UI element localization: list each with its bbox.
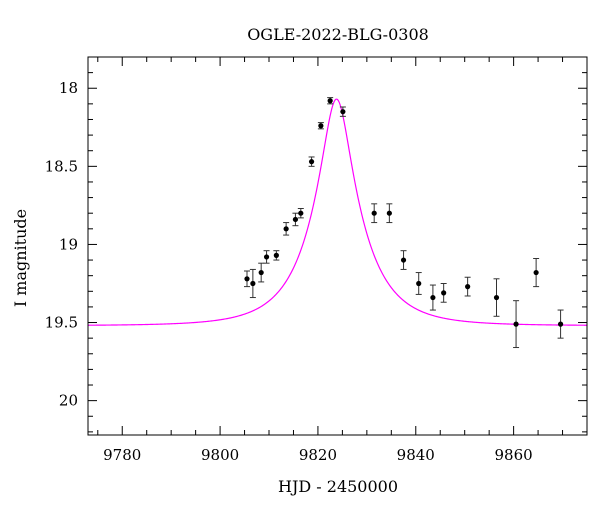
data-point (317, 122, 324, 130)
x-tick-label: 9860 (495, 446, 533, 464)
point-marker (400, 257, 407, 263)
x-tick-label: 9820 (299, 446, 337, 464)
point-marker (244, 276, 250, 282)
data-point (400, 250, 407, 270)
text-layer: OGLE-2022-BLG-0308 HJD - 2450000 I magni… (11, 25, 429, 496)
point-marker (533, 269, 539, 276)
point-marker (513, 321, 519, 327)
point-marker (493, 294, 500, 301)
axes-layer: 9780 9800 9820 9840 9860 18 18.5 19 19.5 20 (45, 56, 588, 464)
point-marker (298, 210, 304, 216)
point-marker (327, 98, 333, 104)
chart-title: OGLE-2022-BLG-0308 (247, 25, 429, 44)
data-point (297, 208, 304, 219)
x-tick-label: 9780 (103, 446, 141, 464)
y-tick-label: 19.5 (45, 314, 78, 332)
data-point (429, 284, 436, 311)
y-axis-title: I magnitude (11, 209, 30, 307)
point-marker (292, 216, 299, 223)
model-curve-line (88, 98, 588, 326)
point-marker (283, 226, 289, 232)
model-curve-layer (88, 98, 588, 326)
data-point (283, 222, 290, 236)
point-marker (557, 321, 564, 327)
data-point (292, 212, 299, 227)
y-tick-label: 20 (59, 392, 78, 410)
point-marker (441, 290, 447, 296)
point-marker (465, 284, 471, 290)
data-point (464, 276, 471, 297)
point-marker (416, 280, 422, 287)
data-point (327, 97, 334, 105)
data-point (440, 282, 447, 303)
point-marker (430, 294, 436, 301)
point-marker (258, 269, 264, 276)
data-point (243, 270, 250, 288)
data-point (557, 309, 564, 339)
data-point (513, 300, 520, 349)
point-marker (308, 159, 315, 165)
data-point (339, 106, 346, 117)
point-marker (318, 123, 324, 129)
y-tick-label: 18.5 (45, 157, 78, 175)
point-marker (371, 210, 377, 216)
data-point (371, 203, 378, 224)
data-point (386, 203, 393, 224)
point-marker (386, 210, 392, 216)
x-tick-label: 9800 (201, 446, 239, 464)
data-point (308, 156, 315, 167)
x-tick-label: 9840 (397, 446, 435, 464)
data-points-layer (243, 97, 564, 349)
data-point (493, 278, 500, 317)
data-point (273, 250, 280, 261)
y-tick-label: 19 (59, 235, 78, 253)
data-point (533, 257, 540, 288)
y-tick-label: 18 (59, 79, 78, 97)
point-marker (273, 252, 279, 258)
point-marker (263, 254, 270, 260)
point-marker (340, 109, 346, 115)
x-axis-title: HJD - 2450000 (278, 477, 398, 496)
plot-frame (87, 56, 588, 436)
data-point (258, 262, 265, 283)
data-point (249, 268, 256, 299)
point-marker (250, 280, 256, 287)
data-point (415, 272, 422, 295)
data-point (263, 250, 270, 264)
